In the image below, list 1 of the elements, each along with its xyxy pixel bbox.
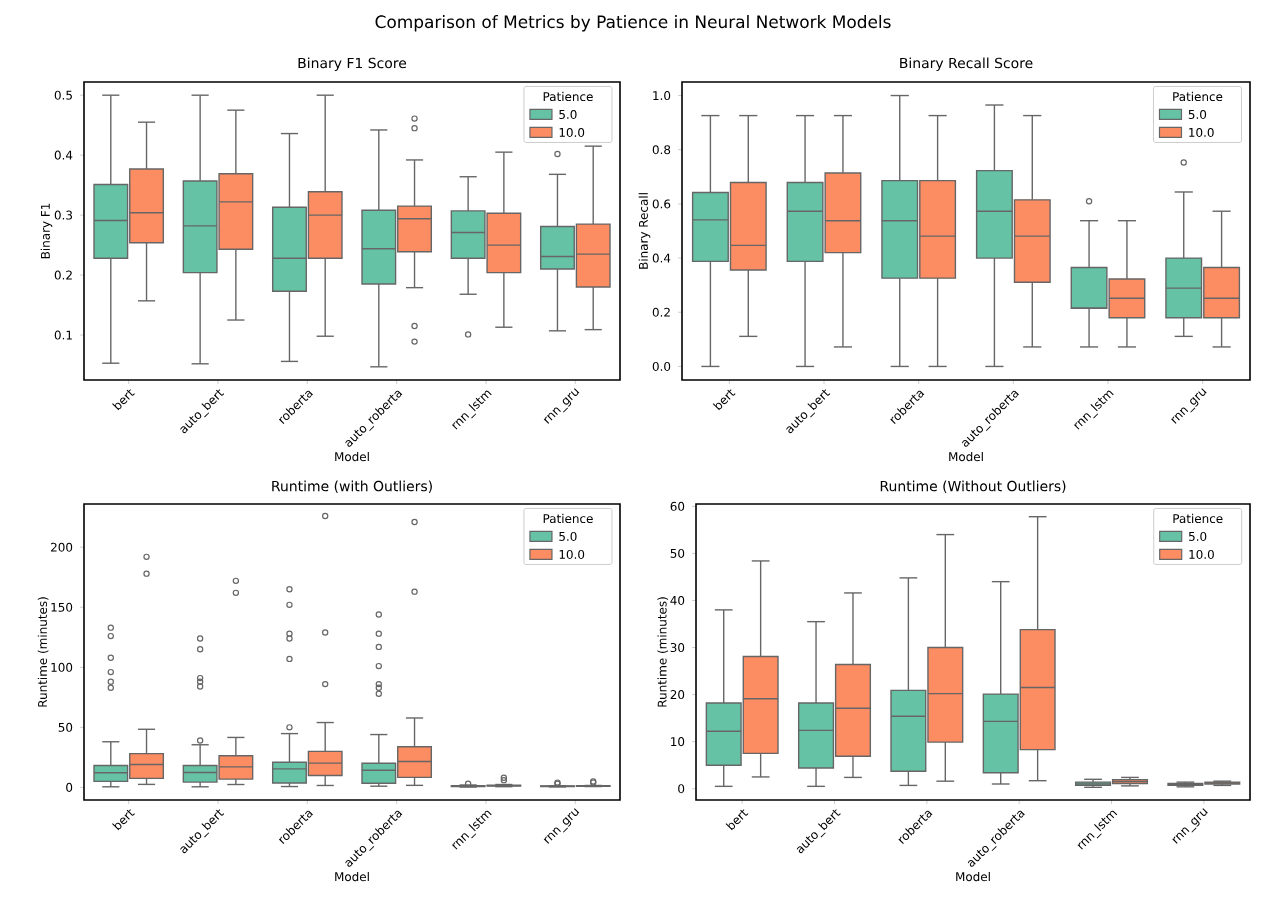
chart-title: Comparison of Metrics by Patience in Neural Network Models — [375, 15, 891, 32]
